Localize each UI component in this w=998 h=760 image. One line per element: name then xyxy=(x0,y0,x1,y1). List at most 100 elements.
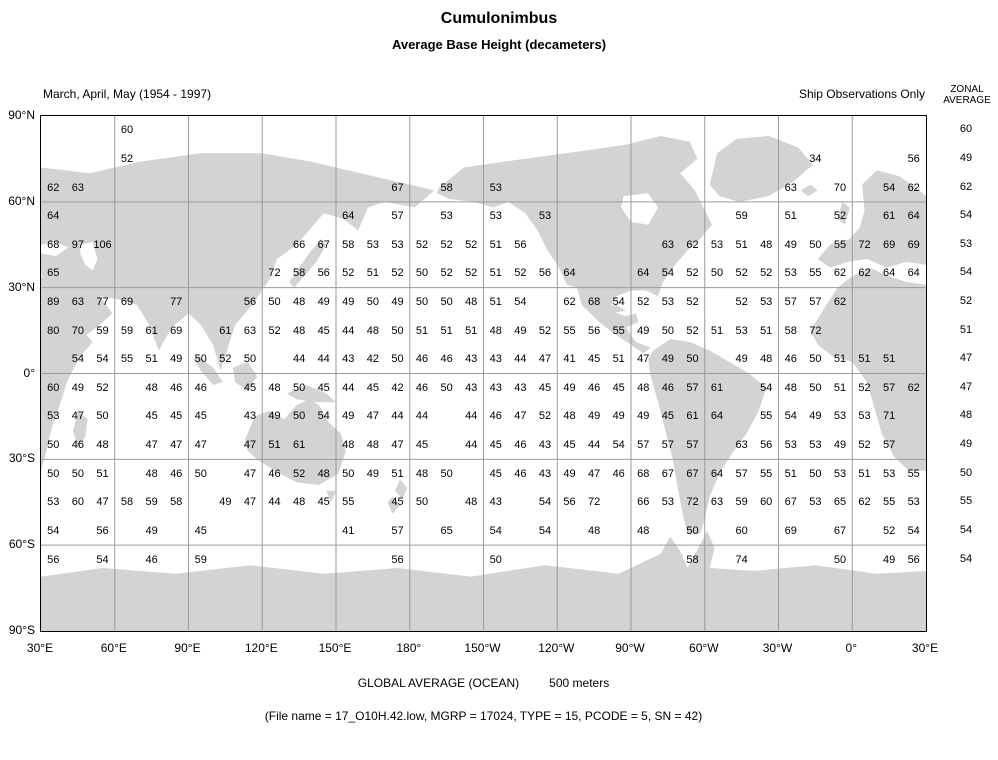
grid-value: 59 xyxy=(145,496,158,509)
grid-value: 49 xyxy=(71,381,85,394)
landmass-cuba xyxy=(599,304,627,314)
grid-value: 43 xyxy=(489,381,502,394)
landmass-south-america xyxy=(648,339,767,534)
landmass-borneo xyxy=(232,362,258,391)
grid-value: 51 xyxy=(833,353,847,366)
landmass-tasmania xyxy=(326,490,336,503)
grid-value: 52 xyxy=(686,267,699,280)
grid-value: 53 xyxy=(809,439,822,451)
grid-value: 54 xyxy=(538,496,552,509)
zonal-average-value: 55 xyxy=(959,495,973,508)
grid-value: 47 xyxy=(587,467,601,480)
lon-tick-label: 60°E xyxy=(100,641,127,655)
grid-value: 50 xyxy=(833,553,847,566)
grid-value: 46 xyxy=(440,353,453,366)
grid-value: 48 xyxy=(587,524,601,537)
grid-value: 48 xyxy=(489,324,502,337)
grid-value: 48 xyxy=(637,524,650,537)
grid-value: 49 xyxy=(342,296,355,308)
grid-value: 43 xyxy=(465,353,478,366)
grid-value: 50 xyxy=(809,353,822,366)
grid-value: 72 xyxy=(809,324,822,337)
grid-value: 46 xyxy=(612,467,625,480)
grid-value: 49 xyxy=(317,296,330,308)
grid-value: 43 xyxy=(489,496,502,509)
grid-value: 49 xyxy=(587,410,601,423)
grid-value: 62 xyxy=(563,296,576,308)
grid-value: 44 xyxy=(317,353,330,366)
grid-value: 57 xyxy=(882,439,896,451)
grid-value: 57 xyxy=(637,439,650,451)
lon-tick-label: 0° xyxy=(845,641,858,655)
grid-value: 47 xyxy=(391,439,404,451)
grid-value: 51 xyxy=(882,353,896,366)
grid-value: 45 xyxy=(538,381,552,394)
lon-tick-label: 30°E xyxy=(26,641,54,655)
grid-value: 55 xyxy=(760,410,773,423)
grid-value: 58 xyxy=(686,553,699,566)
landmass-new-guinea xyxy=(286,384,336,403)
grid-value: 45 xyxy=(194,410,207,423)
grid-value: 52 xyxy=(735,296,748,308)
grid-value: 65 xyxy=(440,524,453,537)
grid-value: 43 xyxy=(538,467,552,480)
grid-value: 53 xyxy=(882,467,896,480)
grid-value: 50 xyxy=(809,238,822,251)
lat-tick-label: 30°N xyxy=(8,279,35,294)
grid-value: 51 xyxy=(735,238,748,251)
grid-value: 47 xyxy=(538,353,552,366)
grid-value: 58 xyxy=(440,181,453,194)
grid-value: 53 xyxy=(489,181,502,194)
grid-value: 44 xyxy=(514,353,527,366)
grid-value: 44 xyxy=(391,410,404,423)
grid-value: 50 xyxy=(440,381,453,394)
grid-value: 62 xyxy=(47,181,60,194)
global-average-value: 500 meters xyxy=(549,676,610,690)
grid-value: 47 xyxy=(96,496,109,509)
grid-value: 54 xyxy=(317,410,330,423)
grid-value: 52 xyxy=(342,267,355,280)
grid-value: 49 xyxy=(809,410,822,423)
zonal-header-line2: AVERAGE xyxy=(943,95,991,106)
world-map: 60 52 34 56 62 63 67 58 53 63 70 54 62 64 64 57 53 53 53 59… xyxy=(40,115,927,632)
grid-value: 56 xyxy=(391,553,404,566)
lon-tick-label: 30°E xyxy=(911,641,939,655)
grid-value: 67 xyxy=(661,467,675,480)
grid-value: 44 xyxy=(268,496,281,509)
landmass-japan xyxy=(289,239,327,288)
global-average-text: GLOBAL AVERAGE (OCEAN) xyxy=(357,676,520,690)
grid-value: 69 xyxy=(907,238,920,251)
grid-value: 50 xyxy=(415,296,429,308)
landmass-australia xyxy=(245,399,346,486)
grid-value: 48 xyxy=(292,496,306,509)
grid-value: 67 xyxy=(833,524,847,537)
grid-value: 44 xyxy=(415,410,429,423)
grid-value: 49 xyxy=(612,410,625,423)
grid-value: 55 xyxy=(612,324,625,337)
grid-value: 60 xyxy=(735,524,748,537)
grid-value: 48 xyxy=(465,296,478,308)
grid-value: 56 xyxy=(587,324,601,337)
zonal-average-value: 48 xyxy=(959,409,973,422)
grid-value: 46 xyxy=(784,353,797,366)
grid-value: 49 xyxy=(145,524,158,537)
landmass-madagascar xyxy=(72,410,88,448)
grid-value: 50 xyxy=(292,381,306,394)
grid-value: 53 xyxy=(735,324,748,337)
grid-value: 51 xyxy=(489,267,502,280)
grid-value: 70 xyxy=(71,324,85,337)
black-sea xyxy=(41,241,69,257)
landmass-africa-west xyxy=(810,267,926,471)
landmass-europe xyxy=(817,170,926,268)
grid-value: 52 xyxy=(858,439,871,451)
grid-value: 43 xyxy=(489,353,502,366)
grid-value: 67 xyxy=(784,496,797,509)
grid-value: 71 xyxy=(882,410,896,423)
lat-tick-label: 60°S xyxy=(8,537,35,552)
grid-value: 44 xyxy=(465,439,478,451)
grid-value: 54 xyxy=(760,381,773,394)
grid-value: 61 xyxy=(292,439,306,451)
grid-value: 48 xyxy=(292,324,306,337)
landmass-iceland xyxy=(800,184,818,197)
grid-value: 61 xyxy=(882,210,896,223)
